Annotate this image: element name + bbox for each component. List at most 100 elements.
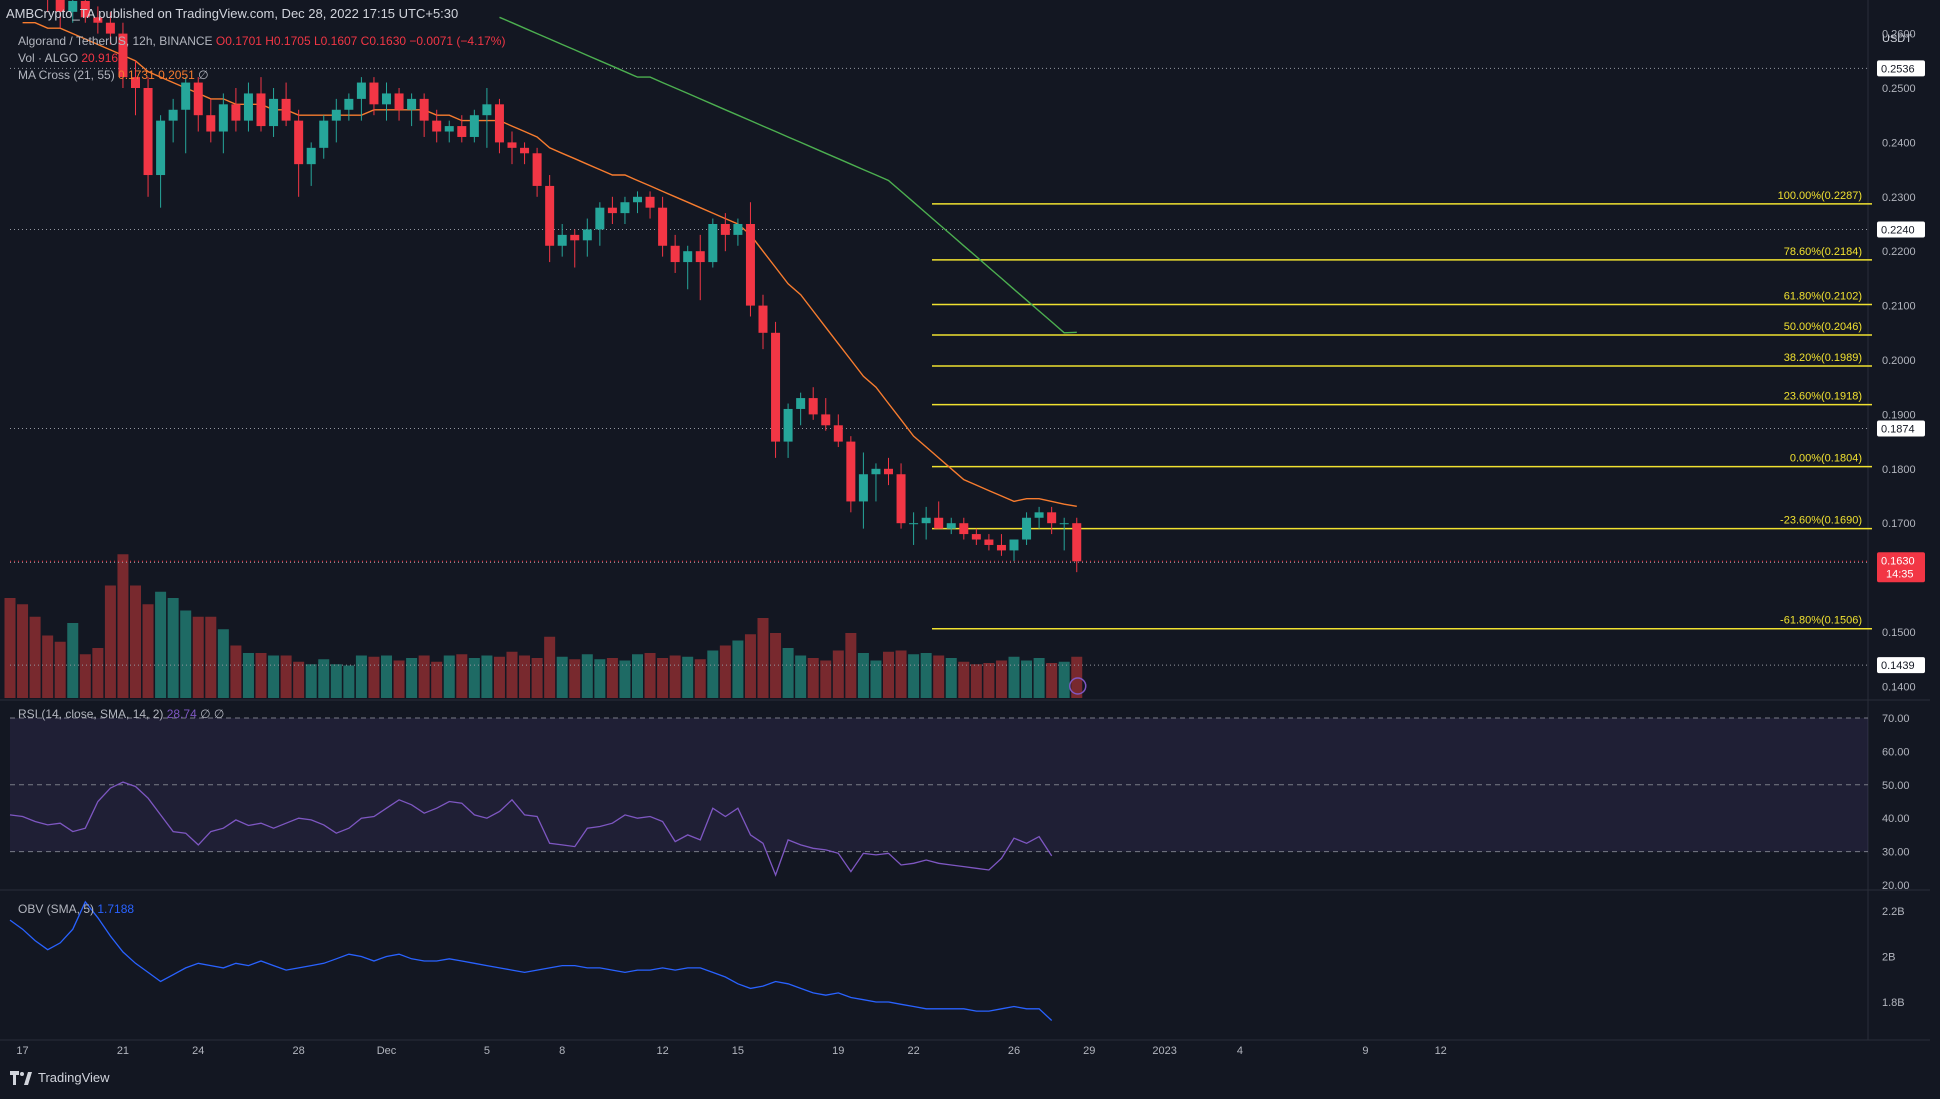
volume-bar bbox=[381, 655, 392, 698]
volume-bar bbox=[606, 658, 618, 698]
candle-body bbox=[959, 523, 969, 535]
volume-bar bbox=[242, 653, 254, 698]
symbol-title[interactable]: Algorand / TetherUS, 12h, BINANCE bbox=[18, 34, 213, 48]
candle-body bbox=[294, 120, 304, 165]
volume-bar bbox=[707, 650, 719, 698]
rsi-value: 28.74 bbox=[166, 707, 197, 721]
candle-body bbox=[507, 142, 517, 148]
volume-bar bbox=[318, 659, 330, 698]
price-tick-label: 0.2500 bbox=[1882, 83, 1916, 95]
replay-icon bbox=[1069, 677, 1087, 695]
volume-label[interactable]: Vol · ALGO bbox=[18, 51, 79, 65]
candle-body bbox=[369, 82, 379, 105]
volume-bar bbox=[983, 663, 995, 698]
candle-body bbox=[432, 120, 442, 132]
volume-bar bbox=[883, 651, 894, 698]
footer-brand[interactable]: TradingView bbox=[10, 1070, 110, 1085]
candle-body bbox=[858, 474, 868, 502]
candle-body bbox=[620, 202, 630, 214]
volume-bar bbox=[644, 653, 656, 698]
x-tick-label: 19 bbox=[832, 1045, 844, 1057]
volume-bar bbox=[795, 655, 807, 698]
rsi-label[interactable]: RSI (14, close, SMA, 14, 2) bbox=[18, 707, 164, 721]
candle-body bbox=[407, 98, 417, 110]
x-tick-label: 29 bbox=[1083, 1045, 1095, 1057]
price-tick-label: 0.2300 bbox=[1882, 192, 1916, 204]
rsi-legend: RSI (14, close, SMA, 14, 2) 28.74 ∅ ∅ bbox=[18, 707, 224, 721]
candle-body bbox=[520, 147, 530, 154]
candle-body bbox=[55, 0, 65, 12]
candle-body bbox=[457, 126, 467, 137]
volume-bar bbox=[807, 658, 819, 698]
candle-body bbox=[105, 22, 115, 34]
horizontal-level-tag bbox=[1877, 60, 1925, 77]
candle-body bbox=[582, 229, 592, 241]
volume-bar bbox=[682, 656, 694, 698]
volume-bar bbox=[506, 651, 518, 698]
volume-bar bbox=[632, 654, 643, 698]
candle-body bbox=[545, 185, 555, 246]
ma55-line bbox=[499, 16, 1077, 334]
candle-body bbox=[231, 104, 241, 121]
fib-level-label: -23.60%(0.1690) bbox=[1780, 515, 1862, 527]
candle-body bbox=[745, 224, 755, 306]
candle-body bbox=[1034, 512, 1044, 518]
rsi-tick-label: 40.00 bbox=[1882, 813, 1910, 825]
candle-body bbox=[331, 109, 341, 121]
volume-bar bbox=[268, 655, 280, 698]
candle-body bbox=[1022, 517, 1032, 540]
volume-bar bbox=[895, 650, 907, 698]
volume-bar bbox=[594, 659, 606, 698]
candle-body bbox=[394, 93, 404, 110]
candle-body bbox=[783, 408, 793, 442]
x-tick-label: 21 bbox=[117, 1045, 129, 1057]
volume-bar bbox=[1008, 656, 1020, 698]
candle-body bbox=[93, 17, 103, 23]
candle-body bbox=[796, 398, 806, 409]
x-tick-label: 22 bbox=[907, 1045, 919, 1057]
x-tick-label: 15 bbox=[732, 1045, 744, 1057]
volume-bar bbox=[657, 658, 669, 698]
ma-label[interactable]: MA Cross (21, 55) bbox=[18, 68, 115, 82]
volume-bar bbox=[1046, 663, 1058, 698]
x-tick-label: 26 bbox=[1008, 1045, 1020, 1057]
candle-body bbox=[695, 251, 705, 263]
volume-bar bbox=[945, 658, 957, 698]
obv-label[interactable]: OBV (SMA, 5) bbox=[18, 902, 95, 916]
volume-bar bbox=[519, 655, 531, 698]
fib-level-label: 0.00%(0.1804) bbox=[1790, 453, 1862, 465]
volume-bar bbox=[205, 616, 217, 698]
x-tick-label: 28 bbox=[293, 1045, 305, 1057]
ma-suffix-icon: ∅ bbox=[198, 68, 209, 82]
volume-bar bbox=[481, 655, 493, 698]
candle-body bbox=[80, 0, 90, 18]
x-tick-label: Dec bbox=[377, 1045, 397, 1057]
candle-body bbox=[131, 77, 140, 88]
candle-body bbox=[758, 305, 768, 333]
price-tick-label: 0.1700 bbox=[1882, 518, 1916, 530]
candle-body bbox=[218, 104, 228, 132]
volume-bar bbox=[368, 656, 380, 698]
obv-value: 1.7188 bbox=[97, 902, 135, 916]
volume-bar bbox=[280, 655, 292, 698]
volume-bar bbox=[54, 641, 66, 698]
volume-bar bbox=[130, 585, 141, 698]
candle-body bbox=[532, 153, 542, 186]
fib-level-label: 61.80%(0.2102) bbox=[1784, 291, 1862, 303]
candle-body bbox=[946, 523, 956, 529]
rsi-line bbox=[9, 781, 1053, 877]
candle-body bbox=[996, 544, 1006, 551]
volume-bar bbox=[870, 660, 882, 698]
volume-bar bbox=[418, 655, 430, 698]
price-tick-label: 0.1400 bbox=[1882, 681, 1916, 693]
volume-bar bbox=[142, 604, 154, 698]
candle-body bbox=[633, 196, 642, 203]
candle-body bbox=[771, 332, 781, 442]
candle-body bbox=[708, 224, 718, 263]
candle-body bbox=[281, 98, 291, 121]
price-tick-label: 0.2400 bbox=[1882, 137, 1916, 149]
bar-countdown-label: 14:35 bbox=[1886, 568, 1914, 580]
candle-body bbox=[645, 196, 655, 208]
volume-bar bbox=[343, 665, 355, 698]
